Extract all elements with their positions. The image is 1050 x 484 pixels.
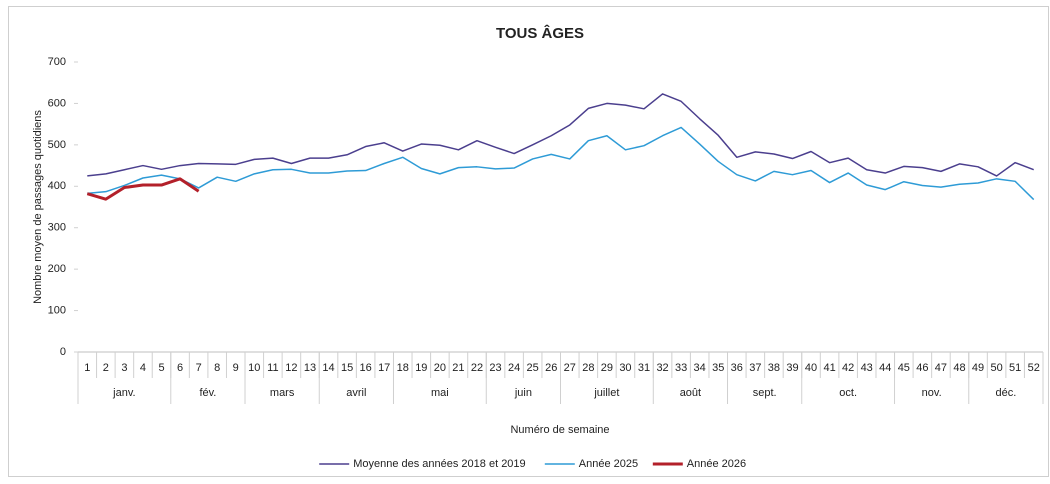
x-tick-label: 42 bbox=[842, 362, 854, 374]
x-tick-label: 7 bbox=[196, 362, 202, 374]
x-tick-label: 35 bbox=[712, 362, 724, 374]
month-label: janv. bbox=[112, 387, 135, 399]
series-line bbox=[87, 126, 1035, 201]
month-label: oct. bbox=[839, 387, 857, 399]
x-tick-label: 10 bbox=[248, 362, 260, 374]
x-axis-label: Numéro de semaine bbox=[510, 424, 609, 436]
x-tick-label: 33 bbox=[675, 362, 687, 374]
x-tick-label: 36 bbox=[731, 362, 743, 374]
x-tick-label: 5 bbox=[158, 362, 164, 374]
x-tick-label: 31 bbox=[638, 362, 650, 374]
x-tick-label: 43 bbox=[861, 362, 873, 374]
x-tick-label: 24 bbox=[508, 362, 520, 374]
legend-label: Année 2026 bbox=[687, 458, 746, 470]
month-label: août bbox=[680, 387, 701, 399]
y-tick-label: 700 bbox=[48, 56, 66, 68]
x-tick-label: 25 bbox=[527, 362, 539, 374]
month-label: mars bbox=[270, 387, 295, 399]
y-tick-label: 0 bbox=[60, 346, 66, 358]
x-tick-label: 14 bbox=[322, 362, 334, 374]
x-tick-label: 19 bbox=[415, 362, 427, 374]
legend-label: Moyenne des années 2018 et 2019 bbox=[353, 458, 525, 470]
x-tick-label: 9 bbox=[233, 362, 239, 374]
legend-label: Année 2025 bbox=[579, 458, 638, 470]
month-label: sept. bbox=[753, 387, 777, 399]
y-axis-label: Nombre moyen de passages quotidiens bbox=[32, 110, 44, 304]
month-label: fév. bbox=[199, 387, 216, 399]
y-tick-label: 600 bbox=[48, 97, 66, 109]
y-tick-label: 500 bbox=[48, 139, 66, 151]
x-tick-label: 6 bbox=[177, 362, 183, 374]
x-tick-label: 32 bbox=[656, 362, 668, 374]
x-tick-label: 40 bbox=[805, 362, 817, 374]
x-tick-label: 41 bbox=[823, 362, 835, 374]
x-tick-label: 34 bbox=[694, 362, 706, 374]
x-tick-label: 48 bbox=[953, 362, 965, 374]
x-tick-label: 11 bbox=[267, 362, 278, 374]
y-tick-label: 300 bbox=[48, 222, 66, 234]
x-tick-label: 39 bbox=[786, 362, 798, 374]
chart-frame bbox=[8, 6, 1049, 477]
y-tick-label: 400 bbox=[48, 180, 66, 192]
x-tick-label: 21 bbox=[452, 362, 464, 374]
x-tick-label: 52 bbox=[1028, 362, 1040, 374]
x-tick-label: 16 bbox=[360, 362, 372, 374]
x-tick-label: 17 bbox=[378, 362, 390, 374]
x-tick-label: 47 bbox=[935, 362, 947, 374]
x-tick-label: 22 bbox=[471, 362, 483, 374]
x-tick-label: 50 bbox=[990, 362, 1002, 374]
x-tick-label: 37 bbox=[749, 362, 761, 374]
x-tick-label: 13 bbox=[304, 362, 316, 374]
y-tick-label: 200 bbox=[48, 263, 66, 275]
x-tick-label: 28 bbox=[582, 362, 594, 374]
x-tick-label: 2 bbox=[103, 362, 109, 374]
month-label: juin bbox=[514, 387, 532, 399]
series-line bbox=[87, 93, 1034, 177]
month-label: avril bbox=[346, 387, 366, 399]
chart-title: TOUS ÂGES bbox=[496, 24, 584, 42]
x-tick-label: 38 bbox=[768, 362, 780, 374]
x-tick-label: 23 bbox=[489, 362, 501, 374]
x-tick-label: 44 bbox=[879, 362, 891, 374]
y-tick-label: 100 bbox=[48, 304, 66, 316]
month-label: juillet bbox=[593, 387, 619, 399]
x-tick-label: 30 bbox=[619, 362, 631, 374]
x-tick-label: 8 bbox=[214, 362, 220, 374]
x-tick-label: 15 bbox=[341, 362, 353, 374]
x-tick-label: 27 bbox=[564, 362, 576, 374]
x-tick-label: 26 bbox=[545, 362, 557, 374]
x-tick-label: 46 bbox=[916, 362, 928, 374]
x-tick-label: 4 bbox=[140, 362, 146, 374]
month-label: nov. bbox=[922, 387, 942, 399]
x-tick-label: 3 bbox=[121, 362, 127, 374]
x-tick-label: 20 bbox=[434, 362, 446, 374]
x-tick-label: 18 bbox=[397, 362, 409, 374]
month-label: déc. bbox=[995, 387, 1016, 399]
x-tick-label: 49 bbox=[972, 362, 984, 374]
month-label: mai bbox=[431, 387, 449, 399]
series-line bbox=[86, 177, 200, 201]
x-tick-label: 45 bbox=[898, 362, 910, 374]
x-tick-label: 1 bbox=[84, 362, 90, 374]
x-tick-label: 51 bbox=[1009, 362, 1021, 374]
x-tick-label: 12 bbox=[285, 362, 297, 374]
x-tick-label: 29 bbox=[601, 362, 613, 374]
